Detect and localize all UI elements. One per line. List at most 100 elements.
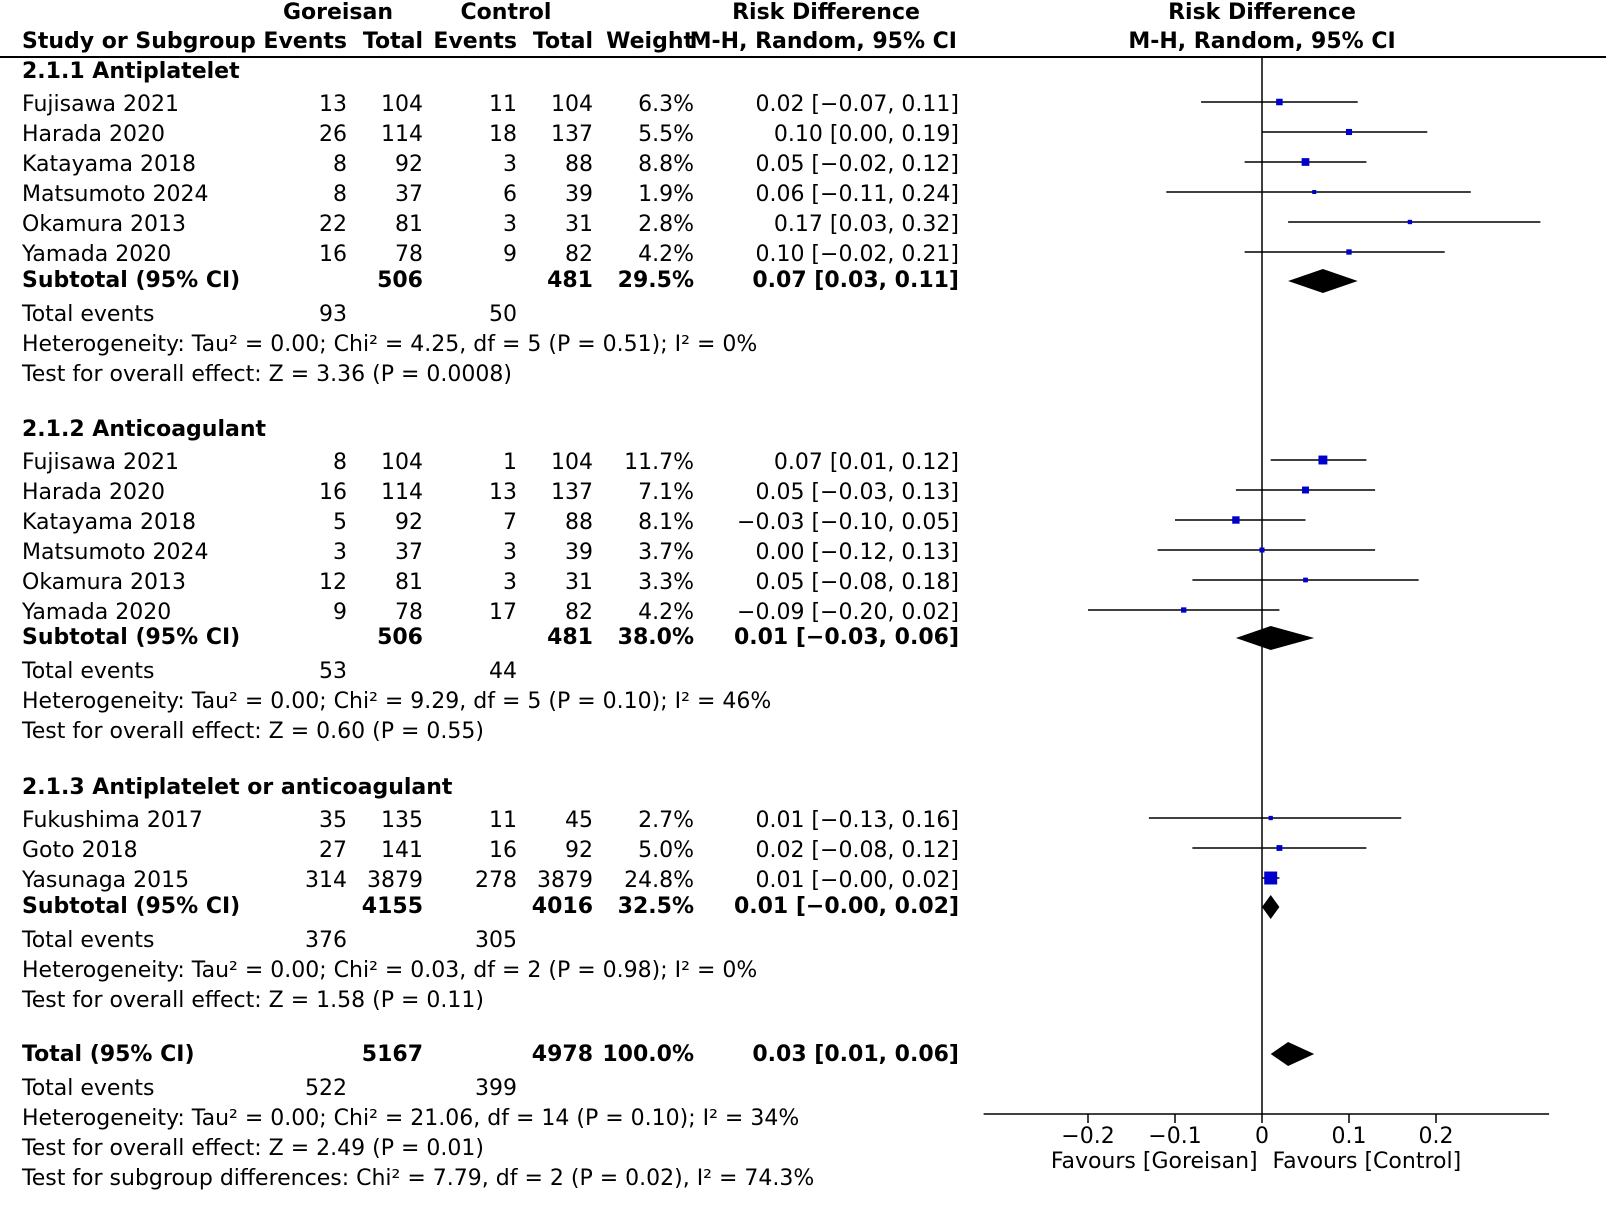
study-name: Yamada 2020 (22, 242, 172, 267)
header-weight: Weight (606, 29, 694, 54)
overall-events-label: Total events (22, 1076, 155, 1101)
goreisan-events: 13 (319, 92, 347, 117)
subtotal-goreisan-total: 506 (377, 268, 423, 293)
study-point (1312, 190, 1317, 194)
control-total: 31 (565, 212, 593, 237)
header-study: Study or Subgroup (22, 29, 256, 54)
study-weight: 24.8% (624, 868, 694, 893)
study-name: Fukushima 2017 (22, 808, 203, 833)
total-events-control: 44 (489, 659, 517, 684)
overall-effect-text: Test for overall effect: Z = 0.60 (P = 0… (22, 719, 484, 744)
study-point (1346, 249, 1352, 255)
study-point (1303, 577, 1308, 583)
header-risk-difference: Risk Difference (732, 0, 920, 25)
study-name: Katayama 2018 (22, 510, 197, 535)
goreisan-events: 8 (333, 450, 347, 475)
subgroup-title: 2.1.3 Antiplatelet or anticoagulant (22, 775, 453, 800)
study-weight: 5.5% (638, 122, 694, 147)
control-total: 82 (565, 242, 593, 267)
study-point (1345, 128, 1353, 136)
subtotal-goreisan-total: 506 (377, 625, 423, 650)
study-weight: 5.0% (638, 838, 694, 863)
x-tick-label: 0.2 (1419, 1124, 1454, 1149)
x-tick-label: −0.1 (1148, 1124, 1201, 1149)
goreisan-total: 37 (395, 182, 423, 207)
total-events-label: Total events (22, 659, 155, 684)
control-total: 39 (565, 540, 593, 565)
study-name: Matsumoto 2024 (22, 540, 209, 565)
control-total: 92 (565, 838, 593, 863)
goreisan-total: 92 (395, 152, 423, 177)
study-name: Matsumoto 2024 (22, 182, 209, 207)
subtotal-diamond (1288, 269, 1358, 293)
study-ci: 0.00 [−0.12, 0.13] (755, 540, 959, 565)
overall-heterogeneity: Heterogeneity: Tau² = 0.00; Chi² = 21.06… (22, 1106, 800, 1131)
goreisan-total: 81 (395, 212, 423, 237)
total-weight: 100.0% (602, 1042, 694, 1067)
study-point (1268, 815, 1273, 821)
goreisan-events: 12 (319, 570, 347, 595)
study-point (1181, 607, 1187, 613)
goreisan-total: 81 (395, 570, 423, 595)
plot-header-method: M-H, Random, 95% CI (1128, 29, 1396, 54)
header-control-events: Events (433, 29, 517, 54)
study-ci: 0.10 [0.00, 0.19] (773, 122, 959, 147)
control-events: 16 (489, 838, 517, 863)
study-weight: 7.1% (638, 480, 694, 505)
goreisan-events: 16 (319, 242, 347, 267)
control-events: 18 (489, 122, 517, 147)
goreisan-total: 141 (381, 838, 423, 863)
plot-header-title: Risk Difference (1168, 0, 1356, 25)
control-events: 11 (489, 808, 517, 833)
overall-effect-text: Test for overall effect: Z = 1.58 (P = 0… (22, 988, 484, 1013)
study-point (1276, 845, 1283, 851)
study-ci: 0.05 [−0.03, 0.13] (755, 480, 959, 505)
control-total: 137 (551, 480, 593, 505)
control-total: 104 (551, 92, 593, 117)
total-ci: 0.03 [0.01, 0.06] (752, 1042, 959, 1067)
goreisan-events: 8 (333, 182, 347, 207)
goreisan-total: 78 (395, 600, 423, 625)
study-weight: 3.7% (638, 540, 694, 565)
heterogeneity-text: Heterogeneity: Tau² = 0.00; Chi² = 0.03,… (22, 958, 758, 983)
header-control-total: Total (532, 29, 593, 54)
study-ci: 0.05 [−0.02, 0.12] (755, 152, 959, 177)
goreisan-events: 16 (319, 480, 347, 505)
study-ci: 0.05 [−0.08, 0.18] (755, 570, 959, 595)
study-name: Katayama 2018 (22, 152, 197, 177)
study-name: Okamura 2013 (22, 212, 187, 237)
control-events: 3 (503, 152, 517, 177)
study-name: Yasunaga 2015 (22, 868, 190, 893)
goreisan-events: 5 (333, 510, 347, 535)
goreisan-events: 22 (319, 212, 347, 237)
study-ci: 0.01 [−0.00, 0.02] (755, 868, 959, 893)
overall-events-control: 399 (475, 1076, 517, 1101)
total-events-label: Total events (22, 302, 155, 327)
control-total: 88 (565, 510, 593, 535)
subtotal-weight: 38.0% (617, 625, 694, 650)
subtotal-weight: 29.5% (617, 268, 694, 293)
study-weight: 6.3% (638, 92, 694, 117)
subtotal-label: Subtotal (95% CI) (22, 894, 241, 919)
study-weight: 11.7% (624, 450, 694, 475)
goreisan-total: 114 (381, 122, 423, 147)
header-goreisan-events: Events (263, 29, 347, 54)
study-name: Harada 2020 (22, 480, 165, 505)
x-tick-label: −0.2 (1061, 1124, 1114, 1149)
subtotal-label: Subtotal (95% CI) (22, 625, 241, 650)
goreisan-events: 9 (333, 600, 347, 625)
overall-effect: Test for overall effect: Z = 2.49 (P = 0… (22, 1136, 484, 1161)
control-events: 9 (503, 242, 517, 267)
goreisan-events: 35 (319, 808, 347, 833)
study-ci: 0.10 [−0.02, 0.21] (755, 242, 959, 267)
study-weight: 4.2% (638, 600, 694, 625)
subtotal-weight: 32.5% (617, 894, 694, 919)
control-events: 6 (503, 182, 517, 207)
study-point (1232, 516, 1240, 524)
goreisan-events: 8 (333, 152, 347, 177)
goreisan-total: 135 (381, 808, 423, 833)
study-ci: −0.03 [−0.10, 0.05] (737, 510, 959, 535)
control-events: 3 (503, 540, 517, 565)
subtotal-control-total: 481 (547, 625, 593, 650)
